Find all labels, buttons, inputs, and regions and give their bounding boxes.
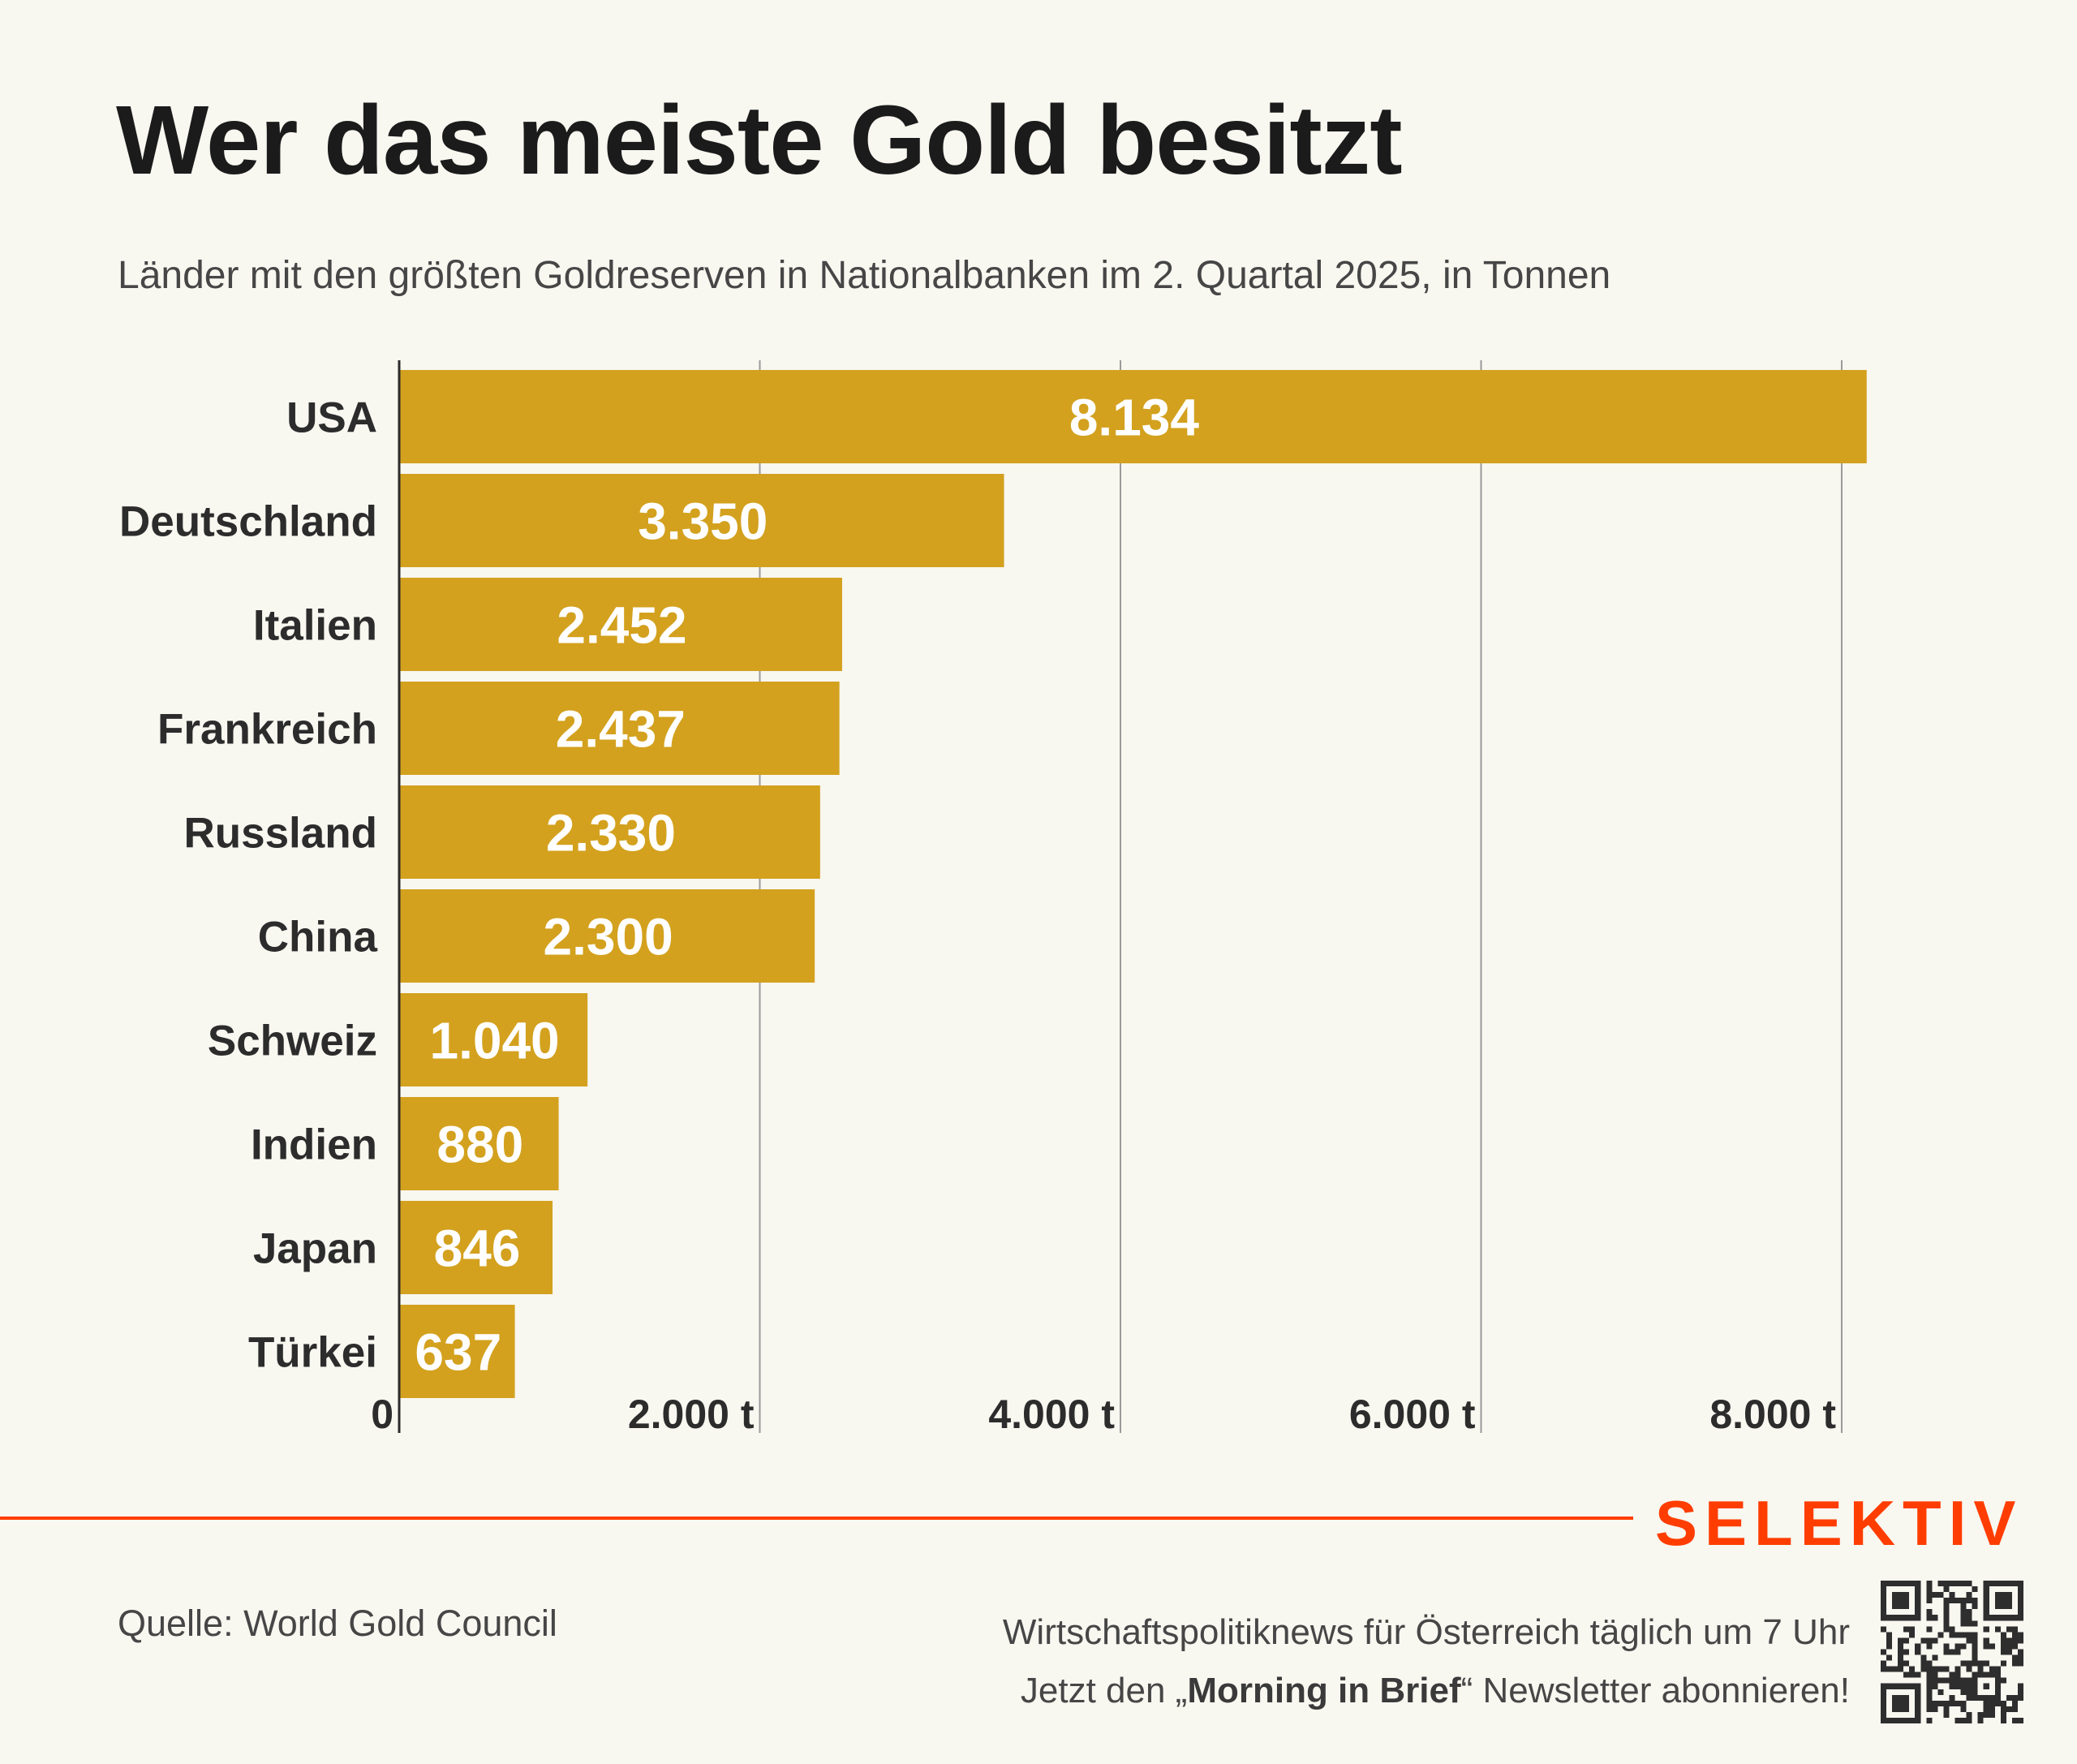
bar (400, 578, 842, 671)
promo-post: “ Newsletter abonnieren! (1460, 1671, 1850, 1710)
newsletter-promo: Wirtschaftspolitiknews für Österreich tä… (1003, 1603, 1850, 1720)
bar (400, 474, 1004, 567)
x-tick-label: 6.000 t (1349, 1392, 1476, 1437)
bar (400, 785, 820, 879)
category-label: China (258, 914, 378, 962)
bar-value-label: 2.300 (544, 908, 673, 966)
bar-value-label: 2.330 (546, 804, 676, 863)
bar (400, 1097, 559, 1190)
chart-subtitle: Länder mit den größten Goldreserven in N… (118, 254, 1611, 297)
bar-chart: 0 2.000 t 4.000 t 6.000 t 8.000 t USA 8.134 Deu… (119, 360, 1867, 1438)
bar-value-label: 880 (436, 1116, 523, 1174)
bar (400, 370, 1867, 463)
bar-value-label: 8.134 (1069, 389, 1200, 447)
x-tick-label: 8.000 t (1709, 1392, 1836, 1437)
bar (400, 682, 840, 775)
bar-value-label: 1.040 (429, 1012, 559, 1070)
category-label: Deutschland (119, 498, 377, 546)
category-label: USA (286, 394, 377, 442)
bar (400, 993, 588, 1086)
category-label: Frankreich (157, 706, 377, 754)
category-label: Indien (251, 1121, 377, 1169)
x-tick-label: 0 (371, 1392, 393, 1437)
bar-value-label: 2.437 (556, 700, 686, 759)
bar-value-label: 637 (415, 1323, 501, 1382)
x-tick-label: 2.000 t (628, 1392, 755, 1437)
promo-line-2: Jetzt den „Morning in Brief“ Newsletter … (1003, 1662, 1850, 1720)
bar-value-label: 2.452 (557, 596, 686, 655)
brand-logo: SELEKTIV (1655, 1487, 2023, 1559)
promo-pre: Jetzt den „ (1020, 1671, 1188, 1710)
category-label: Schweiz (208, 1018, 377, 1065)
promo-line-1: Wirtschaftspolitiknews für Österreich tä… (1002, 1612, 1850, 1652)
qr-code-icon[interactable] (1881, 1581, 2023, 1723)
bar (400, 1305, 515, 1398)
bars (400, 370, 1867, 1398)
category-label: Türkei (248, 1329, 377, 1377)
chart-title: Wer das meiste Gold besitzt (116, 84, 1403, 195)
source-note: Quelle: World Gold Council (118, 1603, 557, 1644)
category-label: Japan (253, 1225, 377, 1273)
bar (400, 889, 815, 983)
bar (400, 1201, 553, 1294)
footer-divider (0, 1517, 1633, 1520)
bar-value-label: 3.350 (638, 493, 768, 551)
newsletter-name: Morning in Brief (1187, 1671, 1461, 1710)
bar-value-label: 846 (434, 1220, 521, 1278)
labels: 0 2.000 t 4.000 t 6.000 t 8.000 t USA 8.134 Deu… (119, 389, 1836, 1438)
x-tick-label: 4.000 t (988, 1392, 1115, 1437)
category-label: Russland (183, 810, 377, 858)
category-label: Italien (253, 602, 377, 650)
